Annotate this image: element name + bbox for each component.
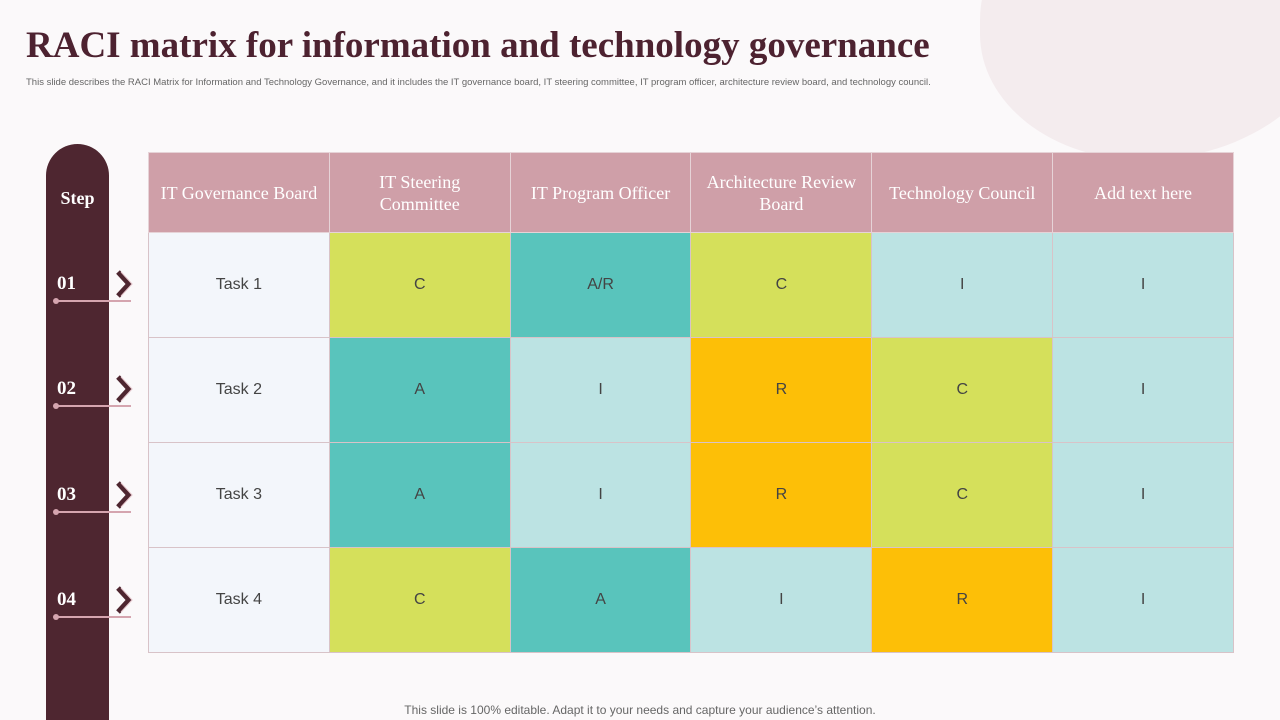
step-bar [46,144,109,720]
raci-cell: C [871,442,1054,548]
table-row: Task 3 A I R C I [148,442,1234,548]
raci-cell: C [690,232,873,338]
raci-cell: A/R [509,232,692,338]
step-number: 01 [57,273,76,294]
column-header-it-program-officer: IT Program Officer [509,152,692,233]
raci-cell: C [328,547,511,653]
raci-cell: A [328,442,511,548]
raci-cell: I [509,442,692,548]
step-connector [53,298,131,304]
chevron-right-icon [115,585,133,615]
raci-cell: I [871,232,1054,338]
raci-cell: I [1052,442,1234,548]
step-number: 03 [57,484,76,505]
column-header-add-text: Add text here [1052,152,1234,233]
chevron-right-icon [115,374,133,404]
step-connector [53,614,131,620]
raci-cell: R [690,442,873,548]
raci-cell: I [509,337,692,443]
decorative-blob [980,0,1280,160]
raci-cell: I [1052,547,1234,653]
chevron-right-icon [115,480,133,510]
raci-table: IT Governance Board IT Steering Committe… [148,152,1234,653]
task-cell: Task 4 [148,547,330,653]
raci-cell: R [871,547,1054,653]
raci-cell: A [509,547,692,653]
step-number: 04 [57,589,76,610]
step-connector [53,509,131,515]
raci-cell: C [328,232,511,338]
table-row: Task 2 A I R C I [148,337,1234,443]
page-subtitle: This slide describes the RACI Matrix for… [26,77,931,88]
raci-cell: C [871,337,1054,443]
raci-cell: I [1052,337,1234,443]
table-row: Task 1 C A/R C I I [148,232,1234,338]
task-cell: Task 1 [148,232,330,338]
table-row: Task 4 C A I R I [148,547,1234,653]
column-header-technology-council: Technology Council [871,152,1054,233]
step-number: 02 [57,378,76,399]
step-connector [53,403,131,409]
raci-cell: I [690,547,873,653]
task-cell: Task 3 [148,442,330,548]
chevron-right-icon [115,269,133,299]
header-row: IT Governance Board IT Steering Committe… [148,152,1234,233]
raci-cell: R [690,337,873,443]
step-label: Step [60,188,95,208]
task-cell: Task 2 [148,337,330,443]
column-header-it-steering-committee: IT Steering Committee [328,152,511,233]
column-header-it-governance-board: IT Governance Board [148,152,330,233]
column-header-architecture-review-board: Architecture Review Board [690,152,873,233]
raci-cell: A [328,337,511,443]
page-title: RACI matrix for information and technolo… [26,25,930,66]
raci-cell: I [1052,232,1234,338]
footer-note: This slide is 100% editable. Adapt it to… [404,703,876,717]
